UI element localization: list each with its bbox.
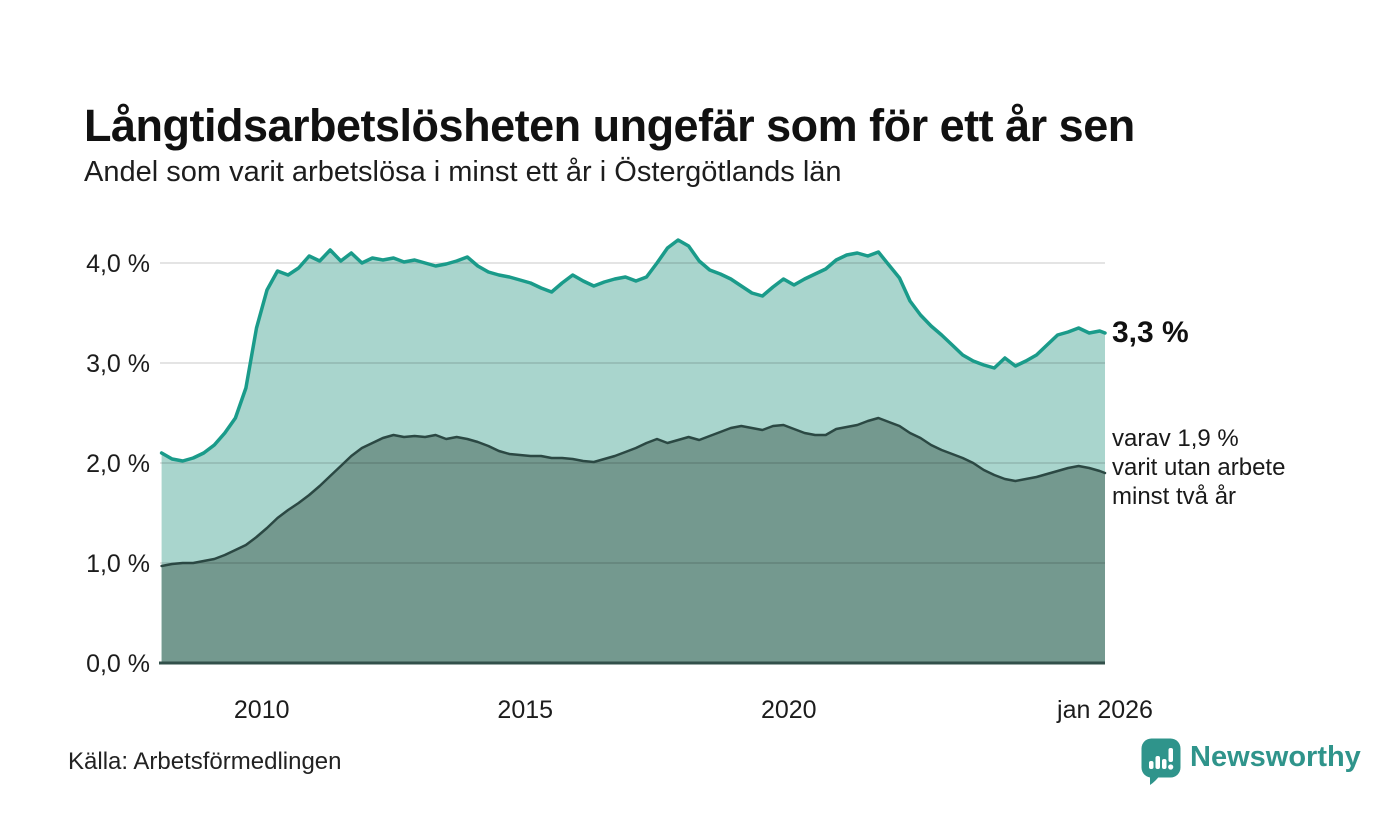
x-tick-label: jan 2026 xyxy=(1056,696,1153,724)
y-tick-label: 1,0 % xyxy=(86,550,150,578)
chart-subtitle: Andel som varit arbetslösa i minst ett å… xyxy=(84,156,842,188)
y-tick-label: 0,0 % xyxy=(86,650,150,678)
y-tick-label: 2,0 % xyxy=(86,450,150,478)
y-tick-label: 4,0 % xyxy=(86,250,150,278)
page-title: Långtidsarbetslösheten ungefär som för e… xyxy=(84,100,1135,152)
line-total xyxy=(159,238,1107,463)
x-tick-label: 2015 xyxy=(497,696,553,724)
x-tick-label: 2010 xyxy=(234,696,290,724)
two-year-annotation-line1: varav 1,9 % xyxy=(1112,425,1239,452)
source-text: Källa: Arbetsförmedlingen xyxy=(68,748,342,775)
y-tick-label: 3,0 % xyxy=(86,350,150,378)
newsworthy-logo: Newsworthy xyxy=(1140,737,1361,789)
area-two-year xyxy=(161,418,1106,663)
two-year-annotation-line3: minst två år xyxy=(1112,483,1237,510)
newsworthy-logo-icon xyxy=(1141,738,1181,785)
newsworthy-logo-text: Newsworthy xyxy=(1190,741,1361,773)
two-year-annotation-line2: varit utan arbete xyxy=(1112,454,1286,481)
line-two-year xyxy=(160,416,1107,568)
x-tick-label: 2020 xyxy=(761,696,817,724)
two-year-annotation: varav 1,9 % varit utan arbete minst två … xyxy=(1112,424,1285,511)
latest-value-label: 3,3 % xyxy=(1112,316,1189,349)
